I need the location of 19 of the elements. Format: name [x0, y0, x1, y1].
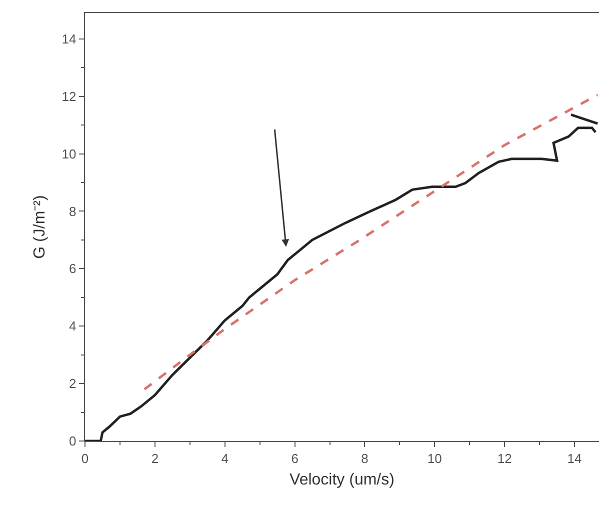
x-tick-label: 0	[81, 450, 89, 466]
x-tick-label: 14	[567, 450, 582, 466]
x-tick-label: 4	[221, 450, 228, 466]
y-tick-label: 8	[68, 204, 76, 219]
y-tick-label: 6	[68, 261, 76, 276]
x-tick-label: 12	[497, 450, 512, 466]
y-tick-label: 0	[68, 434, 76, 449]
y-tick-label: 10	[62, 146, 76, 162]
x-tick-label: 6	[291, 450, 298, 466]
y-tick-label: 2	[68, 376, 76, 392]
x-tick-label: 2	[151, 450, 159, 466]
y-tick-label: 14	[62, 31, 76, 46]
x-tick-label: 8	[361, 450, 368, 466]
x-tick-label: 10	[427, 450, 442, 466]
y-tick-label: 4	[68, 318, 76, 334]
y-axis-title: G (J/m⁻²)	[32, 195, 49, 259]
line-series	[143, 94, 599, 391]
y-tick-label: 12	[62, 88, 76, 104]
x-axis-title: Velocity (um/s)	[290, 471, 394, 488]
